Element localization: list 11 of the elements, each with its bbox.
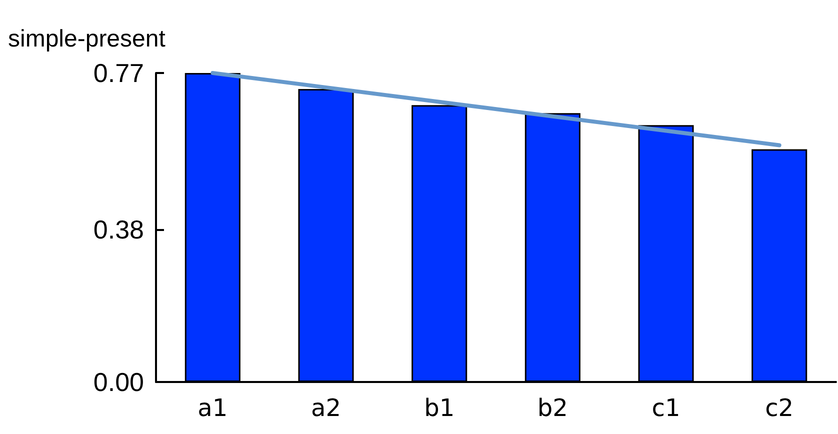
x-tick-label: a1 [198,394,228,422]
y-tick-label: 0.38 [93,214,144,245]
x-tick-label: c1 [652,394,680,422]
line-series [210,71,782,148]
x-tick-label: b2 [537,394,568,422]
x-tick-label: b1 [424,394,455,422]
y-axis-title: simple-present [8,26,166,52]
x-tick-label: a2 [311,394,341,422]
y-tick-label: 0.77 [93,58,144,88]
y-tick-label: 0.00 [93,367,144,397]
x-tick-label: c2 [765,394,794,422]
